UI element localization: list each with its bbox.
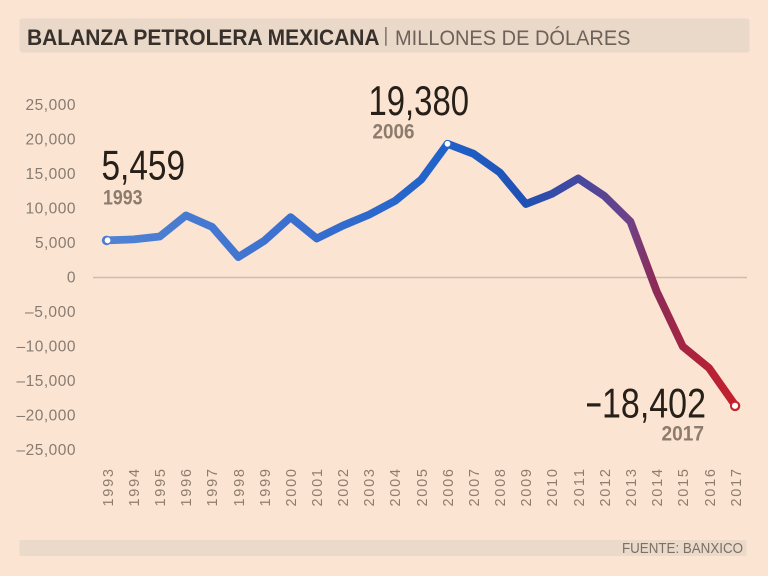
svg-text:2014: 2014 xyxy=(650,469,666,507)
svg-text:1995: 1995 xyxy=(153,469,169,507)
svg-text:–25,000: –25,000 xyxy=(17,442,76,459)
svg-text:2008: 2008 xyxy=(493,469,509,507)
svg-text:2010: 2010 xyxy=(545,469,561,507)
svg-text:–5,000: –5,000 xyxy=(25,304,76,321)
svg-text:25,000: 25,000 xyxy=(26,97,76,114)
svg-text:1997: 1997 xyxy=(205,469,221,507)
svg-text:2016: 2016 xyxy=(703,469,719,507)
svg-text:FUENTE: BANXICO: FUENTE: BANXICO xyxy=(622,541,743,557)
svg-text:1998: 1998 xyxy=(232,469,248,507)
svg-text:2002: 2002 xyxy=(336,469,352,507)
svg-text:–20,000: –20,000 xyxy=(17,408,76,425)
svg-text:MILLONES DE DÓLARES: MILLONES DE DÓLARES xyxy=(395,25,631,50)
svg-text:1996: 1996 xyxy=(179,469,195,507)
svg-text:2017: 2017 xyxy=(729,469,745,507)
svg-text:18,402: 18,402 xyxy=(602,380,706,427)
svg-text:2015: 2015 xyxy=(676,469,692,507)
svg-text:2001: 2001 xyxy=(310,469,326,507)
svg-text:19,380: 19,380 xyxy=(369,77,470,124)
svg-text:2000: 2000 xyxy=(284,469,300,507)
svg-text:1993: 1993 xyxy=(103,187,143,210)
svg-text:5,459: 5,459 xyxy=(102,142,186,189)
svg-text:–10,000: –10,000 xyxy=(17,339,76,356)
svg-text:BALANZA PETROLERA MEXICANA: BALANZA PETROLERA MEXICANA xyxy=(27,25,380,50)
svg-text:15,000: 15,000 xyxy=(26,166,76,183)
svg-text:2017: 2017 xyxy=(662,423,705,446)
svg-text:2007: 2007 xyxy=(467,469,483,507)
svg-text:20,000: 20,000 xyxy=(26,132,76,149)
svg-text:2004: 2004 xyxy=(388,469,404,507)
svg-text:2006: 2006 xyxy=(373,121,415,144)
svg-text:–15,000: –15,000 xyxy=(17,373,76,390)
svg-text:2012: 2012 xyxy=(598,469,614,507)
svg-text:0: 0 xyxy=(67,270,76,287)
svg-text:1999: 1999 xyxy=(258,469,274,507)
svg-text:1994: 1994 xyxy=(127,469,143,507)
svg-text:10,000: 10,000 xyxy=(26,201,76,218)
svg-text:2006: 2006 xyxy=(441,469,457,507)
svg-text:5,000: 5,000 xyxy=(35,235,76,252)
svg-text:2009: 2009 xyxy=(519,469,535,507)
svg-text:2013: 2013 xyxy=(624,469,640,507)
svg-text:2005: 2005 xyxy=(415,469,431,507)
svg-text:1993: 1993 xyxy=(101,469,117,507)
svg-text:2003: 2003 xyxy=(362,469,378,507)
